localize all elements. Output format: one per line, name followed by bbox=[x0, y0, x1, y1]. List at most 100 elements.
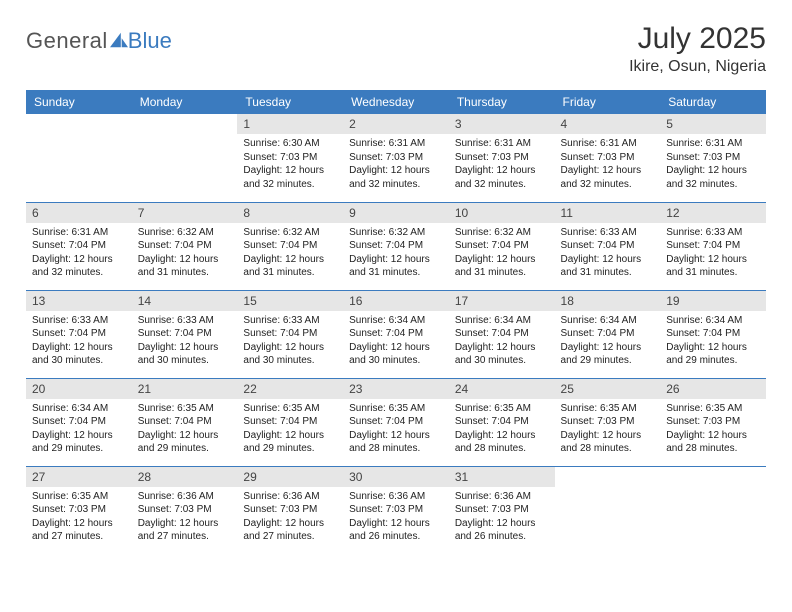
day-line-d1: Daylight: 12 hours bbox=[666, 429, 760, 443]
day-detail: Sunrise: 6:31 AMSunset: 7:03 PMDaylight:… bbox=[343, 134, 449, 195]
day-line-sr: Sunrise: 6:31 AM bbox=[561, 137, 655, 151]
day-line-d1: Daylight: 12 hours bbox=[666, 253, 760, 267]
day-detail: Sunrise: 6:31 AMSunset: 7:04 PMDaylight:… bbox=[26, 223, 132, 284]
day-line-d2: and 31 minutes. bbox=[666, 266, 760, 280]
title-block: July 2025 Ikire, Osun, Nigeria bbox=[629, 22, 766, 76]
day-number: 9 bbox=[343, 203, 449, 223]
day-line-ss: Sunset: 7:03 PM bbox=[561, 151, 655, 165]
day-line-ss: Sunset: 7:04 PM bbox=[138, 327, 232, 341]
calendar-week-row: 20Sunrise: 6:34 AMSunset: 7:04 PMDayligh… bbox=[26, 378, 766, 466]
day-line-sr: Sunrise: 6:35 AM bbox=[138, 402, 232, 416]
day-number: 17 bbox=[449, 291, 555, 311]
day-line-d2: and 31 minutes. bbox=[349, 266, 443, 280]
day-line-d2: and 31 minutes. bbox=[561, 266, 655, 280]
day-number: 20 bbox=[26, 379, 132, 399]
day-number: 12 bbox=[660, 203, 766, 223]
day-line-ss: Sunset: 7:03 PM bbox=[455, 151, 549, 165]
day-line-d2: and 31 minutes. bbox=[243, 266, 337, 280]
day-detail: Sunrise: 6:36 AMSunset: 7:03 PMDaylight:… bbox=[449, 487, 555, 548]
day-line-d2: and 30 minutes. bbox=[455, 354, 549, 368]
day-detail: Sunrise: 6:32 AMSunset: 7:04 PMDaylight:… bbox=[449, 223, 555, 284]
day-number: 1 bbox=[237, 114, 343, 134]
day-line-ss: Sunset: 7:04 PM bbox=[561, 327, 655, 341]
day-line-sr: Sunrise: 6:31 AM bbox=[349, 137, 443, 151]
day-number: 23 bbox=[343, 379, 449, 399]
calendar-cell: 18Sunrise: 6:34 AMSunset: 7:04 PMDayligh… bbox=[555, 290, 661, 378]
day-detail: Sunrise: 6:34 AMSunset: 7:04 PMDaylight:… bbox=[449, 311, 555, 372]
day-line-sr: Sunrise: 6:32 AM bbox=[455, 226, 549, 240]
calendar-cell: 6Sunrise: 6:31 AMSunset: 7:04 PMDaylight… bbox=[26, 202, 132, 290]
day-line-d2: and 26 minutes. bbox=[349, 530, 443, 544]
day-detail: Sunrise: 6:35 AMSunset: 7:04 PMDaylight:… bbox=[132, 399, 238, 460]
day-line-sr: Sunrise: 6:32 AM bbox=[138, 226, 232, 240]
day-line-sr: Sunrise: 6:35 AM bbox=[561, 402, 655, 416]
day-header-row: Sunday Monday Tuesday Wednesday Thursday… bbox=[26, 90, 766, 114]
calendar-cell bbox=[660, 466, 766, 554]
day-line-d2: and 32 minutes. bbox=[349, 178, 443, 192]
calendar-cell: 4Sunrise: 6:31 AMSunset: 7:03 PMDaylight… bbox=[555, 114, 661, 202]
day-number: 21 bbox=[132, 379, 238, 399]
day-number: 11 bbox=[555, 203, 661, 223]
day-line-d2: and 27 minutes. bbox=[138, 530, 232, 544]
day-line-d2: and 28 minutes. bbox=[561, 442, 655, 456]
day-header: Saturday bbox=[660, 90, 766, 114]
day-line-ss: Sunset: 7:03 PM bbox=[32, 503, 126, 517]
calendar-cell: 26Sunrise: 6:35 AMSunset: 7:03 PMDayligh… bbox=[660, 378, 766, 466]
day-number: 24 bbox=[449, 379, 555, 399]
day-line-ss: Sunset: 7:03 PM bbox=[666, 151, 760, 165]
day-line-sr: Sunrise: 6:31 AM bbox=[455, 137, 549, 151]
day-line-ss: Sunset: 7:03 PM bbox=[243, 503, 337, 517]
day-line-d2: and 30 minutes. bbox=[349, 354, 443, 368]
day-line-d1: Daylight: 12 hours bbox=[32, 253, 126, 267]
day-detail: Sunrise: 6:36 AMSunset: 7:03 PMDaylight:… bbox=[343, 487, 449, 548]
day-line-d1: Daylight: 12 hours bbox=[561, 341, 655, 355]
day-line-sr: Sunrise: 6:32 AM bbox=[349, 226, 443, 240]
calendar-cell: 17Sunrise: 6:34 AMSunset: 7:04 PMDayligh… bbox=[449, 290, 555, 378]
day-header: Friday bbox=[555, 90, 661, 114]
day-detail: Sunrise: 6:34 AMSunset: 7:04 PMDaylight:… bbox=[343, 311, 449, 372]
calendar-cell: 11Sunrise: 6:33 AMSunset: 7:04 PMDayligh… bbox=[555, 202, 661, 290]
calendar-cell: 15Sunrise: 6:33 AMSunset: 7:04 PMDayligh… bbox=[237, 290, 343, 378]
day-detail: Sunrise: 6:33 AMSunset: 7:04 PMDaylight:… bbox=[26, 311, 132, 372]
calendar-cell: 7Sunrise: 6:32 AMSunset: 7:04 PMDaylight… bbox=[132, 202, 238, 290]
day-line-sr: Sunrise: 6:34 AM bbox=[561, 314, 655, 328]
day-line-d1: Daylight: 12 hours bbox=[138, 429, 232, 443]
day-line-sr: Sunrise: 6:35 AM bbox=[32, 490, 126, 504]
day-line-d1: Daylight: 12 hours bbox=[138, 253, 232, 267]
day-line-d1: Daylight: 12 hours bbox=[349, 429, 443, 443]
calendar-week-row: 13Sunrise: 6:33 AMSunset: 7:04 PMDayligh… bbox=[26, 290, 766, 378]
brand-text-b: Blue bbox=[128, 28, 172, 54]
day-detail: Sunrise: 6:33 AMSunset: 7:04 PMDaylight:… bbox=[237, 311, 343, 372]
day-detail: Sunrise: 6:31 AMSunset: 7:03 PMDaylight:… bbox=[449, 134, 555, 195]
day-line-d1: Daylight: 12 hours bbox=[349, 341, 443, 355]
day-number: 5 bbox=[660, 114, 766, 134]
day-line-sr: Sunrise: 6:34 AM bbox=[32, 402, 126, 416]
day-line-d1: Daylight: 12 hours bbox=[32, 517, 126, 531]
calendar-cell: 3Sunrise: 6:31 AMSunset: 7:03 PMDaylight… bbox=[449, 114, 555, 202]
day-line-d2: and 29 minutes. bbox=[243, 442, 337, 456]
day-line-d1: Daylight: 12 hours bbox=[32, 341, 126, 355]
day-detail: Sunrise: 6:35 AMSunset: 7:04 PMDaylight:… bbox=[237, 399, 343, 460]
day-line-sr: Sunrise: 6:35 AM bbox=[349, 402, 443, 416]
day-number: 7 bbox=[132, 203, 238, 223]
day-line-ss: Sunset: 7:04 PM bbox=[32, 415, 126, 429]
day-detail: Sunrise: 6:34 AMSunset: 7:04 PMDaylight:… bbox=[26, 399, 132, 460]
day-number: 31 bbox=[449, 467, 555, 487]
day-number: 16 bbox=[343, 291, 449, 311]
day-line-sr: Sunrise: 6:33 AM bbox=[666, 226, 760, 240]
day-line-d2: and 30 minutes. bbox=[243, 354, 337, 368]
calendar-cell: 25Sunrise: 6:35 AMSunset: 7:03 PMDayligh… bbox=[555, 378, 661, 466]
day-line-d1: Daylight: 12 hours bbox=[561, 253, 655, 267]
location-text: Ikire, Osun, Nigeria bbox=[629, 58, 766, 76]
day-line-d2: and 28 minutes. bbox=[666, 442, 760, 456]
day-line-sr: Sunrise: 6:33 AM bbox=[32, 314, 126, 328]
calendar-cell: 24Sunrise: 6:35 AMSunset: 7:04 PMDayligh… bbox=[449, 378, 555, 466]
calendar-cell bbox=[26, 114, 132, 202]
day-detail: Sunrise: 6:34 AMSunset: 7:04 PMDaylight:… bbox=[555, 311, 661, 372]
day-header: Wednesday bbox=[343, 90, 449, 114]
day-number: 3 bbox=[449, 114, 555, 134]
calendar-cell: 5Sunrise: 6:31 AMSunset: 7:03 PMDaylight… bbox=[660, 114, 766, 202]
brand-text: General bbox=[26, 28, 108, 54]
page-header: General Blue July 2025 Ikire, Osun, Nige… bbox=[26, 22, 766, 76]
day-header: Monday bbox=[132, 90, 238, 114]
